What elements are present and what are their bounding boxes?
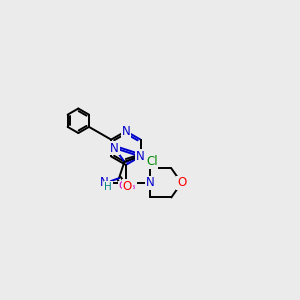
Text: O: O [123, 180, 132, 193]
Text: CF₃: CF₃ [118, 181, 136, 191]
Text: N: N [110, 142, 119, 154]
Text: H: H [104, 182, 112, 192]
Text: N: N [100, 176, 109, 189]
Text: N: N [122, 125, 130, 138]
Text: O: O [177, 176, 186, 189]
Text: Cl: Cl [146, 155, 158, 168]
Text: N: N [146, 176, 154, 189]
Text: N: N [136, 150, 145, 163]
